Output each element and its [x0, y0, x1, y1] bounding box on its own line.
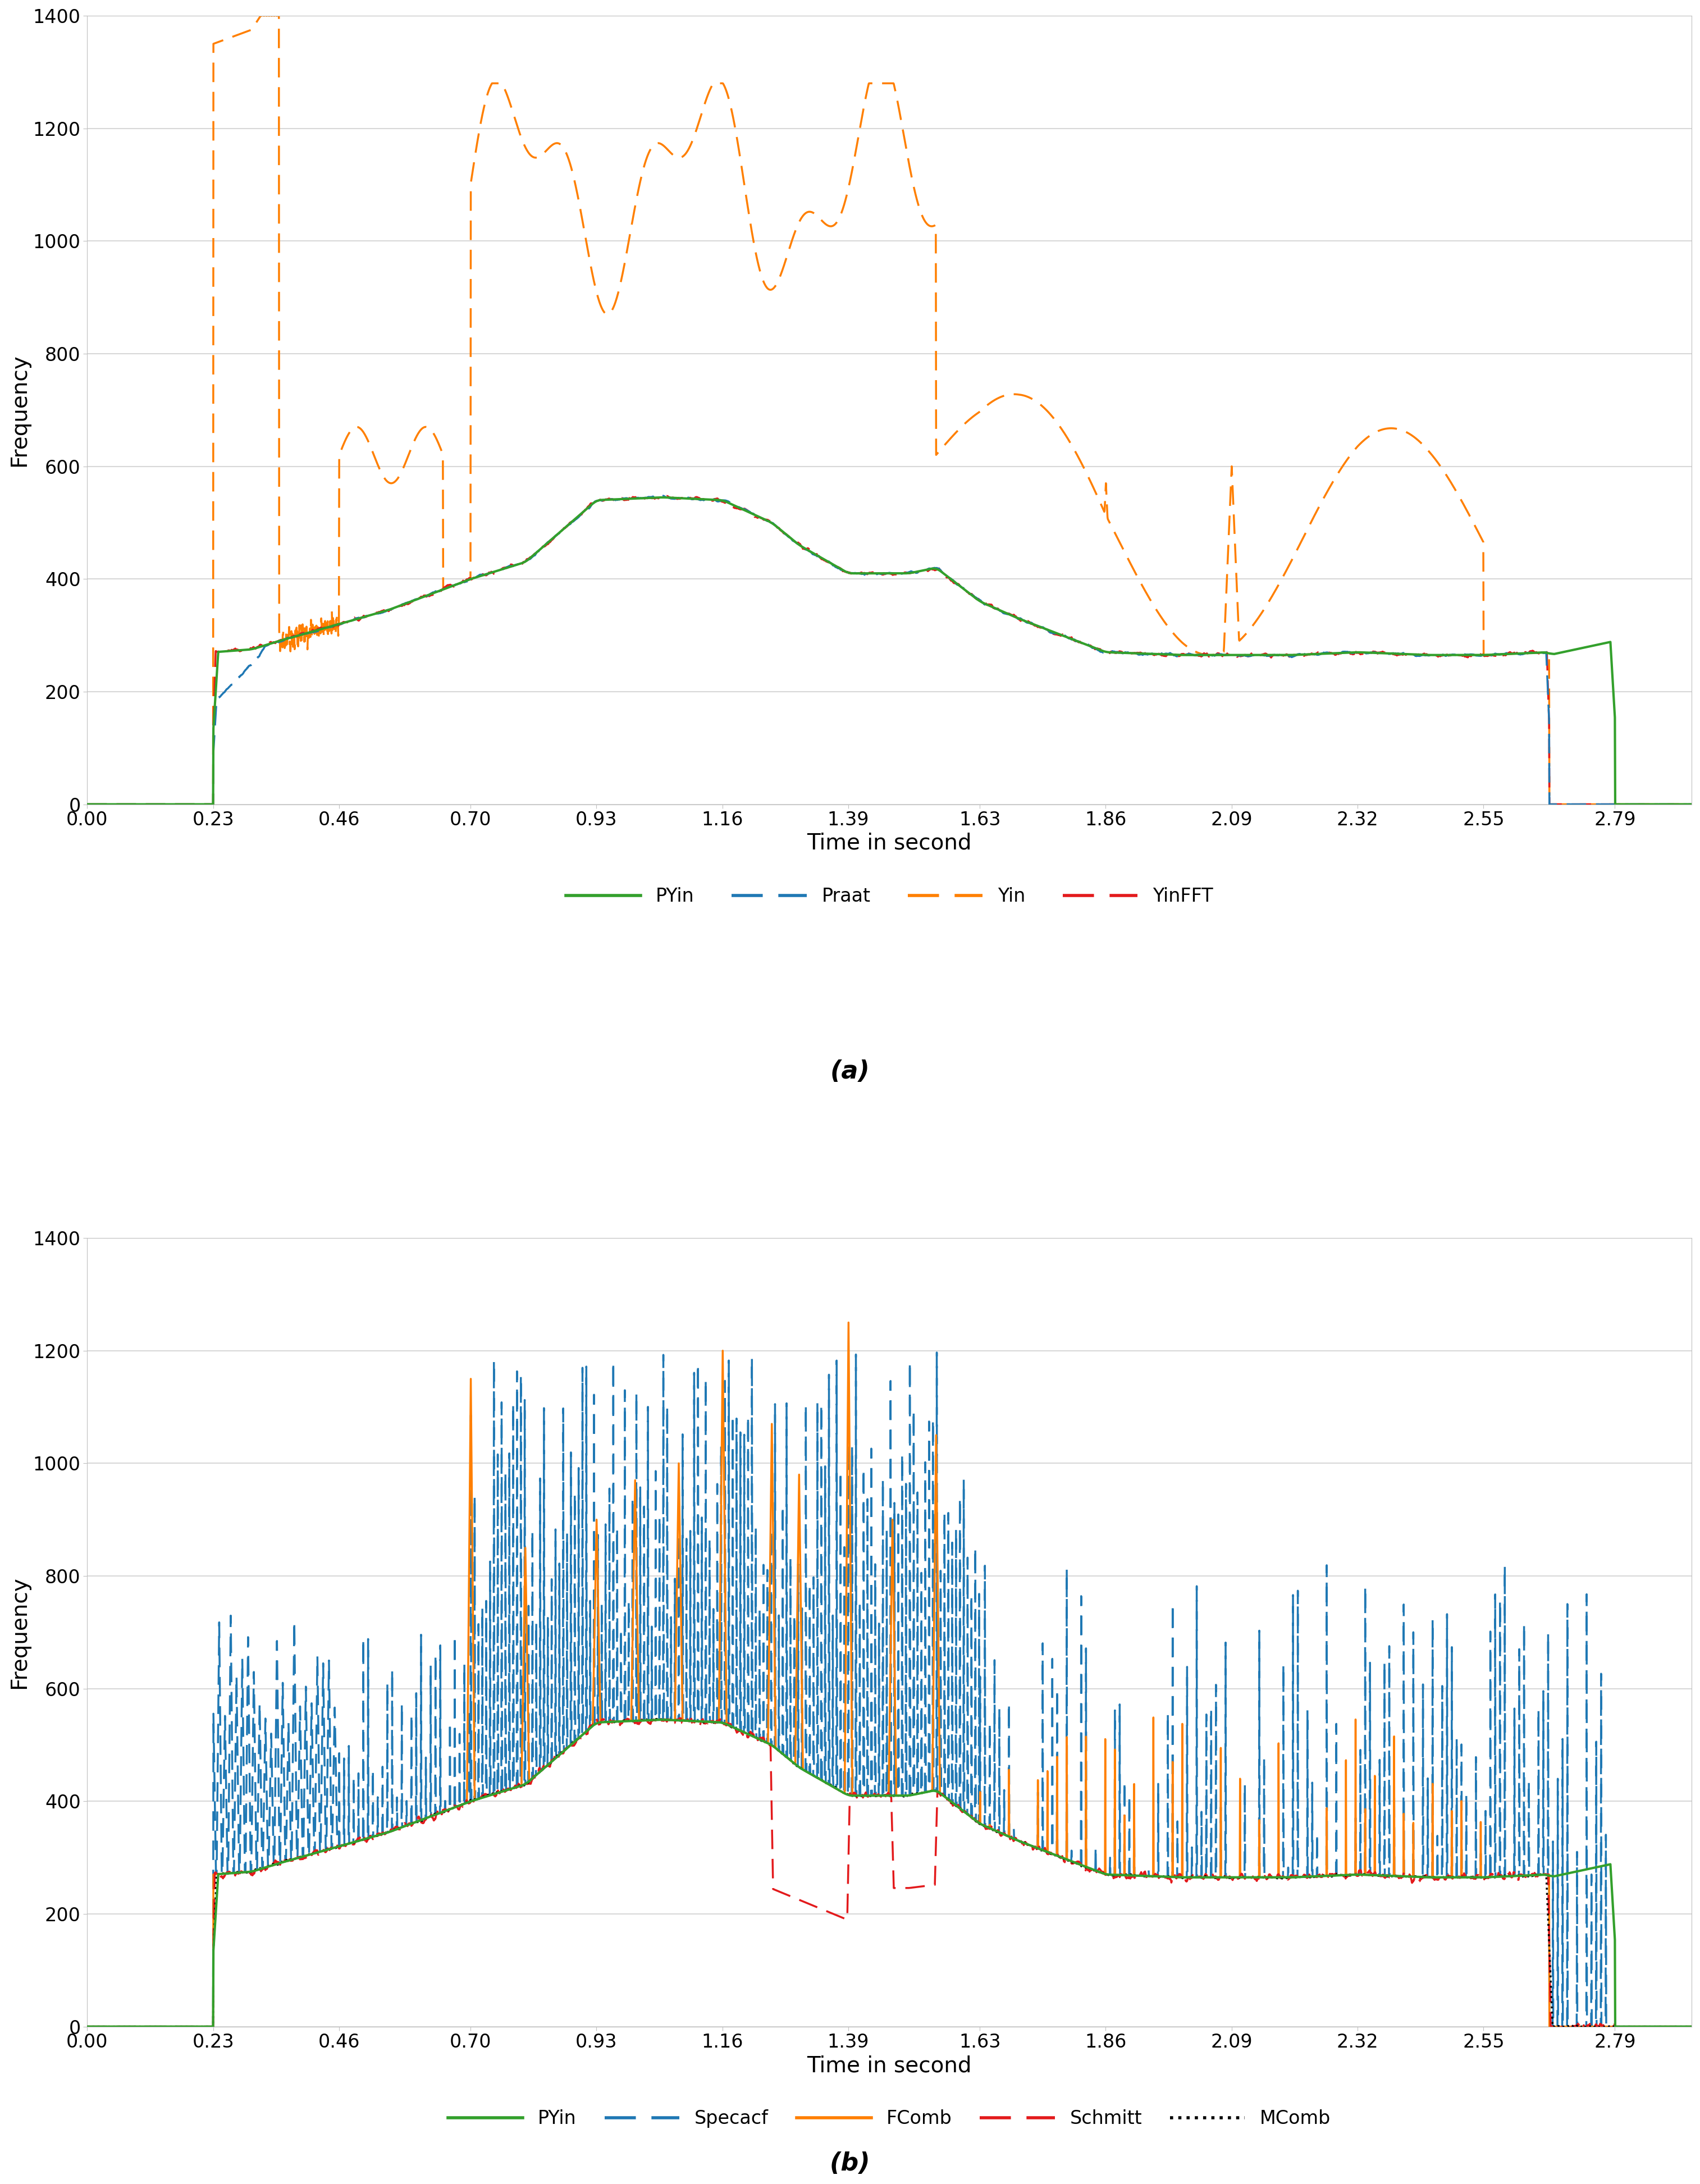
Yin	[1039, 400, 1059, 426]
YinFFT	[1396, 642, 1416, 668]
X-axis label: Time in second: Time in second	[808, 832, 972, 854]
Specacf	[369, 1821, 389, 1848]
YinFFT	[369, 598, 389, 625]
MComb	[1681, 2014, 1700, 2040]
Praat	[1120, 640, 1141, 666]
Text: (a): (a)	[830, 1059, 870, 1083]
Schmitt	[1681, 2014, 1700, 2040]
Praat	[1396, 640, 1416, 666]
FComb	[76, 2014, 97, 2040]
PYin	[1275, 1865, 1295, 1891]
Line: Yin: Yin	[87, 0, 1691, 804]
Specacf	[1120, 1863, 1141, 1889]
YinFFT	[1681, 791, 1700, 817]
Schmitt	[1120, 1865, 1141, 1891]
Specacf	[927, 1339, 947, 1365]
YinFFT	[1120, 640, 1141, 666]
PYin	[1396, 1863, 1416, 1889]
Schmitt	[677, 1706, 697, 1732]
PYin	[1120, 640, 1141, 666]
PYin	[76, 791, 97, 817]
Schmitt	[1039, 1839, 1059, 1865]
Yin	[1120, 550, 1141, 577]
Line: YinFFT: YinFFT	[87, 496, 1691, 804]
Line: PYin: PYin	[87, 1719, 1691, 2027]
Line: Specacf: Specacf	[87, 1352, 1691, 2027]
PYin	[1396, 642, 1416, 668]
PYin	[76, 2014, 97, 2040]
Yin	[1681, 791, 1700, 817]
MComb	[1396, 1863, 1416, 1889]
Specacf	[1039, 1839, 1059, 1865]
Praat	[690, 487, 711, 513]
Schmitt	[76, 2014, 97, 2040]
MComb	[646, 1706, 666, 1732]
Praat	[369, 601, 389, 627]
FComb	[369, 1821, 389, 1848]
YinFFT	[1039, 618, 1059, 644]
Yin	[76, 791, 97, 817]
Schmitt	[1396, 1863, 1416, 1889]
Y-axis label: Frequency: Frequency	[8, 354, 31, 467]
FComb	[1681, 2014, 1700, 2040]
PYin	[369, 601, 389, 627]
Y-axis label: Frequency: Frequency	[8, 1577, 31, 1688]
Praat	[1039, 618, 1059, 644]
Specacf	[690, 1708, 711, 1734]
PYin	[1039, 1839, 1059, 1865]
MComb	[1576, 2014, 1596, 2040]
FComb	[838, 1310, 858, 1337]
Legend: PYin, Praat, Yin, YinFFT: PYin, Praat, Yin, YinFFT	[558, 880, 1221, 913]
PYin	[1681, 2014, 1700, 2040]
X-axis label: Time in second: Time in second	[808, 2055, 972, 2077]
PYin	[369, 1821, 389, 1848]
FComb	[690, 1708, 711, 1734]
PYin	[1039, 618, 1059, 644]
Yin	[1275, 561, 1295, 587]
FComb	[1039, 1839, 1059, 1865]
MComb	[1039, 1841, 1059, 1867]
PYin	[1681, 791, 1700, 817]
Line: Schmitt: Schmitt	[87, 1719, 1691, 2031]
Specacf	[76, 2014, 97, 2040]
PYin	[651, 485, 672, 511]
Praat	[649, 483, 670, 509]
Text: (b): (b)	[830, 2151, 870, 2175]
Specacf	[1396, 1863, 1416, 1889]
Line: Praat: Praat	[87, 496, 1691, 804]
Legend: PYin, Specacf, FComb, Schmitt, MComb: PYin, Specacf, FComb, Schmitt, MComb	[440, 2101, 1338, 2136]
Schmitt	[1275, 1867, 1295, 1894]
MComb	[76, 2014, 97, 2040]
Yin	[369, 454, 389, 480]
Praat	[76, 791, 97, 817]
MComb	[369, 1821, 389, 1848]
Praat	[1275, 642, 1295, 668]
YinFFT	[656, 483, 677, 509]
Line: FComb: FComb	[87, 1324, 1691, 2027]
MComb	[1120, 1861, 1141, 1887]
YinFFT	[76, 791, 97, 817]
Yin	[690, 103, 711, 129]
Praat	[1681, 791, 1700, 817]
Yin	[1396, 419, 1416, 446]
Schmitt	[1601, 2018, 1622, 2044]
PYin	[1120, 1863, 1141, 1889]
FComb	[1275, 1865, 1295, 1891]
Specacf	[1681, 2014, 1700, 2040]
PYin	[690, 487, 711, 513]
Line: MComb: MComb	[87, 1719, 1691, 2027]
FComb	[1120, 1863, 1141, 1889]
YinFFT	[690, 487, 711, 513]
PYin	[690, 1708, 711, 1734]
FComb	[1396, 1863, 1416, 1889]
Line: PYin: PYin	[87, 498, 1691, 804]
MComb	[690, 1708, 711, 1734]
Specacf	[1275, 1865, 1295, 1891]
PYin	[651, 1706, 672, 1732]
YinFFT	[1275, 642, 1295, 668]
MComb	[1275, 1865, 1295, 1891]
PYin	[1275, 642, 1295, 668]
Schmitt	[690, 1710, 711, 1736]
Schmitt	[369, 1819, 389, 1845]
